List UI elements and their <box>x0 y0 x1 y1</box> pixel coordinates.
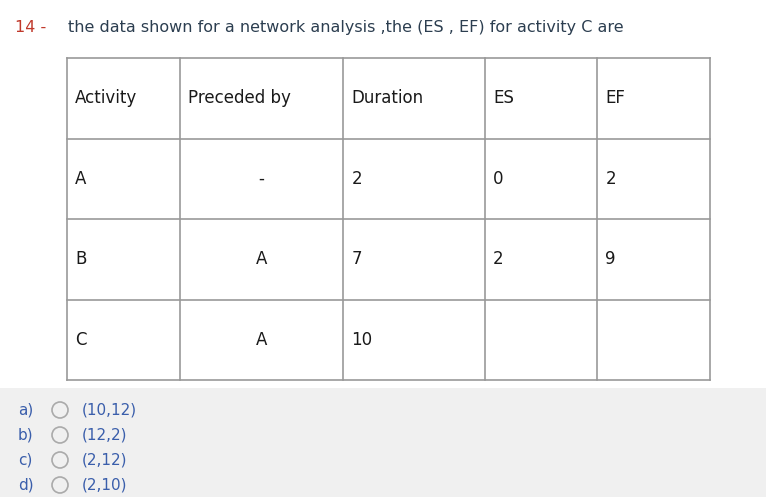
Text: A: A <box>256 250 267 268</box>
Text: a): a) <box>18 403 33 417</box>
Text: Activity: Activity <box>75 89 137 107</box>
Text: (12,2): (12,2) <box>82 427 127 442</box>
Text: c): c) <box>18 452 32 468</box>
Bar <box>67 58 710 380</box>
Text: EF: EF <box>605 89 625 107</box>
Text: 2: 2 <box>605 170 616 188</box>
Text: 2: 2 <box>352 170 362 188</box>
Text: Duration: Duration <box>352 89 424 107</box>
Text: 7: 7 <box>352 250 362 268</box>
Text: 14 -: 14 - <box>15 20 46 35</box>
Text: d): d) <box>18 478 34 493</box>
Text: 0: 0 <box>493 170 503 188</box>
Text: -: - <box>259 170 264 188</box>
Text: ES: ES <box>493 89 514 107</box>
Bar <box>0 388 766 497</box>
Text: A: A <box>256 331 267 349</box>
Text: 2: 2 <box>493 250 503 268</box>
Text: (10,12): (10,12) <box>82 403 137 417</box>
Bar <box>0 0 766 388</box>
Text: C: C <box>75 331 87 349</box>
Text: the data shown for a network analysis ,the (ES , EF) for activity C are: the data shown for a network analysis ,t… <box>68 20 624 35</box>
Text: A: A <box>75 170 87 188</box>
Text: 9: 9 <box>605 250 616 268</box>
Text: 10: 10 <box>352 331 372 349</box>
Text: (2,12): (2,12) <box>82 452 127 468</box>
Text: Preceded by: Preceded by <box>188 89 290 107</box>
Text: B: B <box>75 250 87 268</box>
Text: (2,10): (2,10) <box>82 478 127 493</box>
Text: b): b) <box>18 427 34 442</box>
